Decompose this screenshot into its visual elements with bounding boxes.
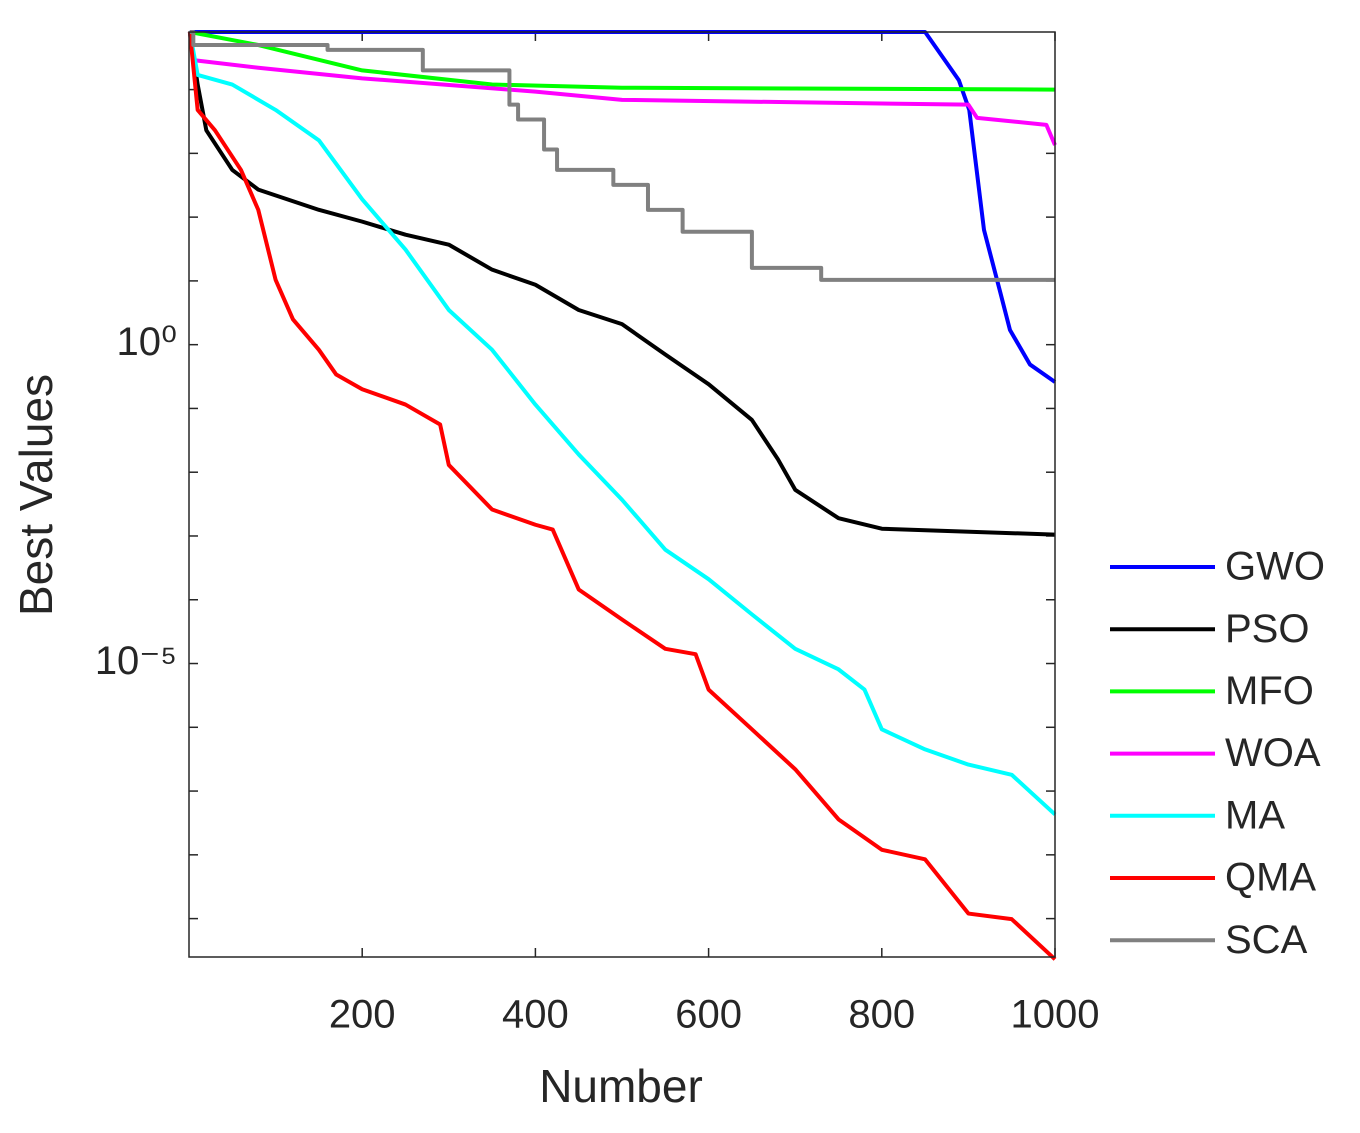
plot-frame <box>188 31 1056 958</box>
x-tick-label: 1000 <box>1011 993 1100 1037</box>
series-line <box>189 30 1057 384</box>
y-axis-label: Best Values <box>10 374 62 616</box>
series-line <box>187 31 1057 816</box>
legend-label: MA <box>1225 793 1285 837</box>
legend-label: GWO <box>1225 545 1325 589</box>
legend-label: WOA <box>1225 731 1321 775</box>
series-line <box>187 31 1056 537</box>
series-line <box>189 30 1056 92</box>
legend-label: SCA <box>1225 918 1308 962</box>
legend-label: PSO <box>1225 607 1309 651</box>
legend-label: MFO <box>1225 669 1314 713</box>
series-line <box>187 31 1057 961</box>
y-tick-label: 10⁰ <box>116 320 177 364</box>
y-tick-label: 10⁻⁵ <box>95 639 177 683</box>
x-axis-label: Number <box>539 1060 703 1112</box>
series-line <box>189 30 1055 282</box>
x-tick-label: 400 <box>502 993 569 1037</box>
x-tick-label: 800 <box>848 993 915 1037</box>
legend-label: QMA <box>1225 856 1316 900</box>
series-line <box>187 31 1057 146</box>
x-tick-label: 200 <box>329 993 396 1037</box>
x-tick-label: 600 <box>675 993 742 1037</box>
